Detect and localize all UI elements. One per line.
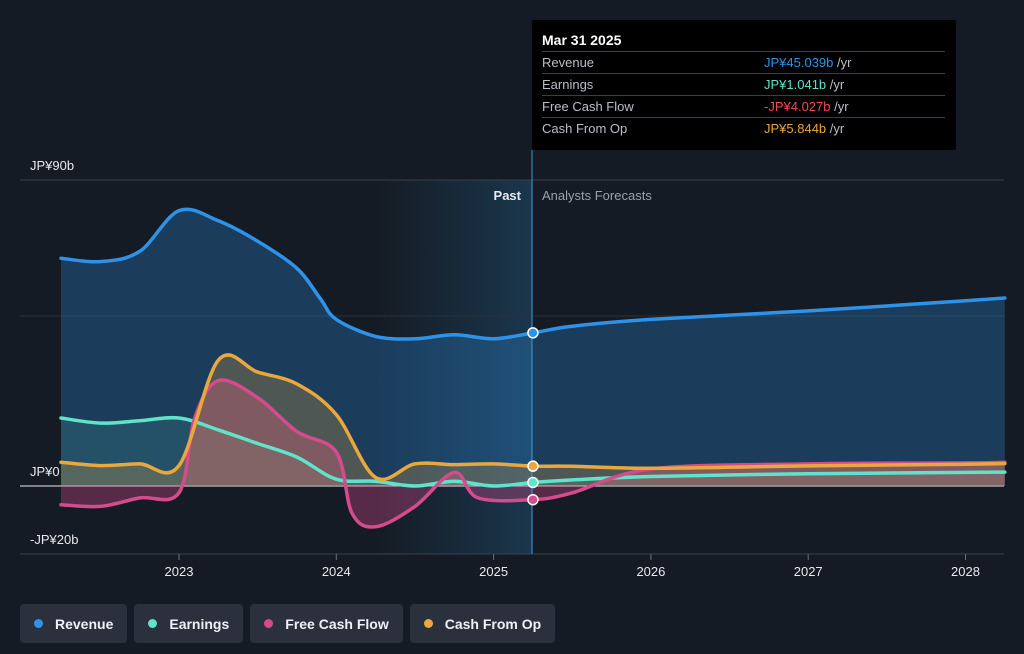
earnings-area [61,417,1005,487]
cash-from-op-marker [527,460,539,472]
legend-label: Cash From Op [444,615,542,632]
legend-item-revenue[interactable]: Revenue [20,604,128,643]
revenue-dot-icon [34,619,43,628]
free-cash-flow-line [59,378,1007,529]
free-cash-flow-marker [527,493,539,506]
y-label-zero: JP¥0 [30,464,60,479]
x-tick-label-2026: 2026 [636,564,665,579]
x-tick-label-2027: 2027 [794,564,823,579]
tooltip-date: Mar 31 2025 [542,32,622,48]
x-tick-label-2023: 2023 [165,564,194,579]
earnings-dot-icon [148,619,158,628]
tooltip-row-revenue: Revenue JP¥45.039b /yr [542,51,945,74]
legend: Revenue Earnings Free Cash Flow Cash Fro… [20,604,556,643]
tooltip-value: -JP¥4.027b /yr [764,99,849,114]
tooltip-row-cash-from-op: Cash From Op JP¥5.844b /yr [542,117,945,140]
forecast-label: Analysts Forecasts [542,188,652,203]
y-label-top: JP¥90b [30,158,74,173]
past-label: Past [494,188,522,203]
legend-label: Earnings [169,615,230,632]
tooltip: Mar 31 2025 Revenue JP¥45.039b /yr Earni… [532,20,956,150]
cash-from-op-area [61,354,1005,486]
tooltip-label: Free Cash Flow [542,99,634,114]
x-axis: 2023 2024 2025 2026 2027 2028 [165,554,980,579]
tooltip-label: Revenue [542,55,595,70]
revenue-area [61,209,1005,487]
x-tick-label-2028: 2028 [951,564,980,579]
x-tick-label-2025: 2025 [479,564,508,579]
series-lines [59,207,1007,529]
legend-item-cash-from-op[interactable]: Cash From Op [409,604,556,643]
earnings-marker [527,476,539,489]
tooltip-label: Earnings [542,77,594,92]
legend-label: Revenue [55,615,114,632]
tooltip-label: Cash From Op [542,121,628,136]
x-tick-label-2024: 2024 [322,564,351,579]
free-cash-flow-dot-icon [264,619,274,628]
legend-item-earnings[interactable]: Earnings [134,604,244,643]
cash-from-op-line [59,353,1007,482]
tooltip-value: JP¥1.041b /yr [764,77,845,92]
y-label-bottom: -JP¥20b [30,532,78,547]
legend-label: Free Cash Flow [285,615,389,632]
revenue-line [59,207,1007,341]
tooltip-row-earnings: Earnings JP¥1.041b /yr [542,73,945,96]
cash-from-op-dot-icon [423,619,433,628]
revenue-marker [527,327,539,339]
past-region-shade [375,180,532,554]
earnings-line [59,415,1007,488]
legend-item-free-cash-flow[interactable]: Free Cash Flow [250,604,403,643]
tooltip-value: JP¥45.039b /yr [764,55,852,70]
hover-markers [527,327,539,506]
tooltip-row-free-cash-flow: Free Cash Flow -JP¥4.027b /yr [542,95,945,118]
tooltip-value: JP¥5.844b /yr [764,121,845,136]
